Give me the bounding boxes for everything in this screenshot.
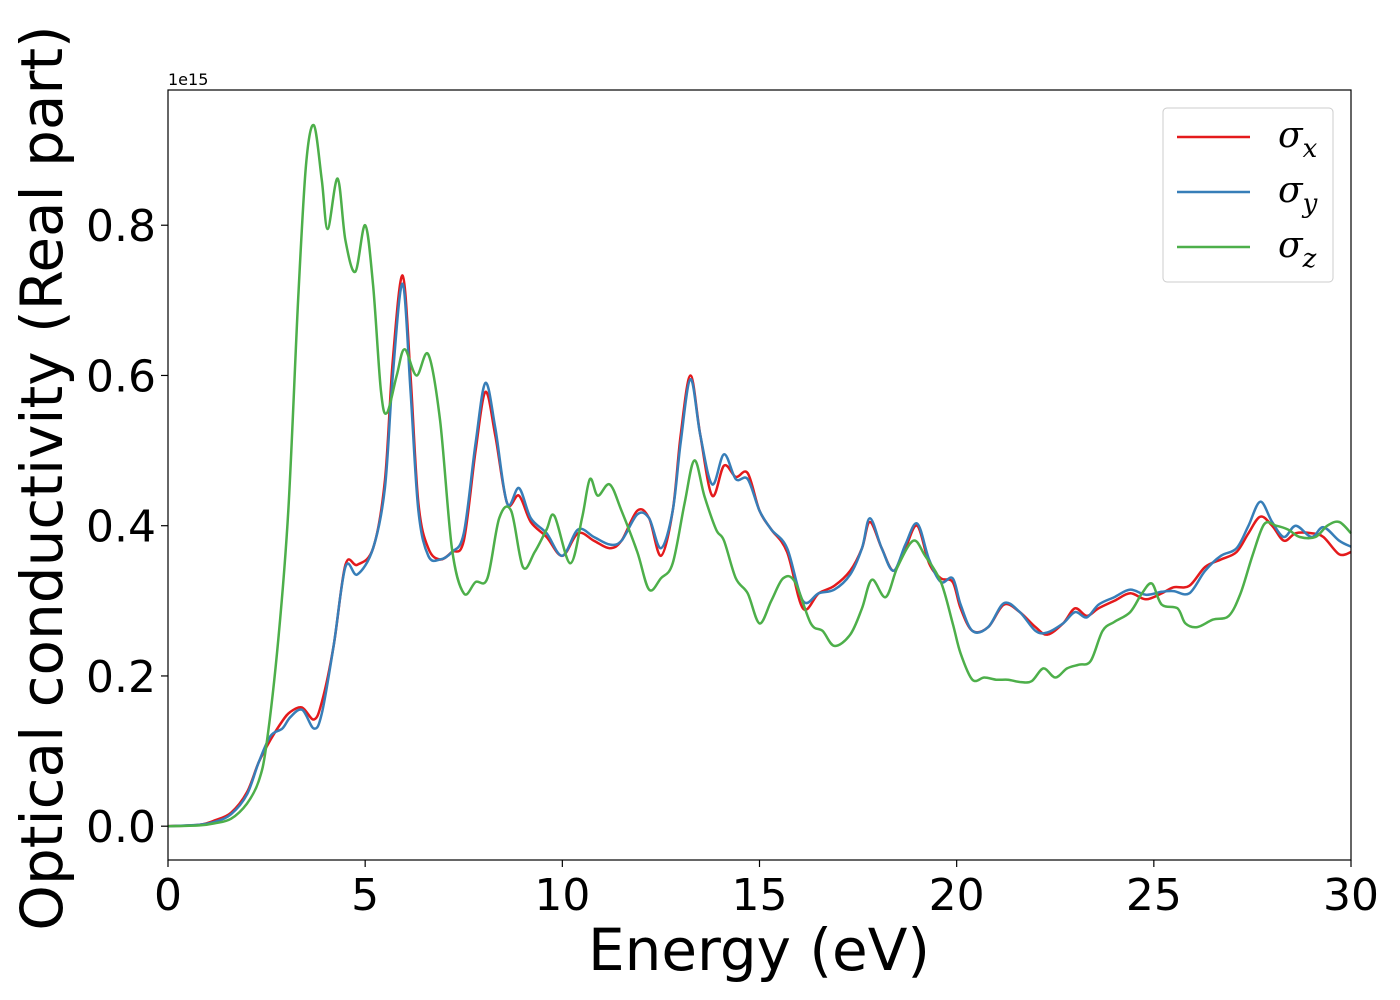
y-tick-label: 0.6 <box>86 351 156 402</box>
x-tick-label: 0 <box>154 870 182 921</box>
series-line-x <box>167 274 1352 828</box>
x-tick-label: 10 <box>534 870 590 921</box>
x-axis-ticks: 0 5 10 15 20 25 30 <box>154 860 1379 921</box>
x-axis-label: Energy (eV) <box>588 916 930 984</box>
x-tick-label: 30 <box>1323 870 1379 921</box>
y-tick-label: 0.8 <box>86 201 156 252</box>
legend-label-x: σx <box>1278 115 1318 164</box>
x-tick-label: 15 <box>732 870 788 921</box>
plot-lines <box>167 123 1352 828</box>
y-offset-label: 1e15 <box>168 70 208 89</box>
series-line-y <box>167 282 1352 828</box>
series-line-z <box>167 123 1352 828</box>
y-tick-label: 0.4 <box>86 502 156 553</box>
legend-label-y: σy <box>1278 170 1318 219</box>
x-tick-label: 20 <box>929 870 985 921</box>
x-tick-label: 25 <box>1126 870 1182 921</box>
y-axis-label: Optical conductivity (Real part) <box>8 25 76 930</box>
y-tick-label: 0.0 <box>86 802 156 853</box>
legend-box <box>1162 107 1334 283</box>
y-tick-label: 0.2 <box>86 652 156 703</box>
x-tick-label: 5 <box>351 870 379 921</box>
y-axis-ticks: 0.0 0.2 0.4 0.6 0.8 <box>86 201 168 853</box>
